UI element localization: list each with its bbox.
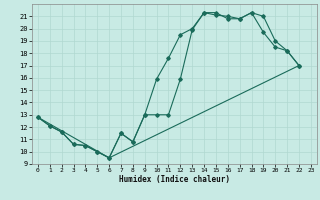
X-axis label: Humidex (Indice chaleur): Humidex (Indice chaleur) [119,175,230,184]
